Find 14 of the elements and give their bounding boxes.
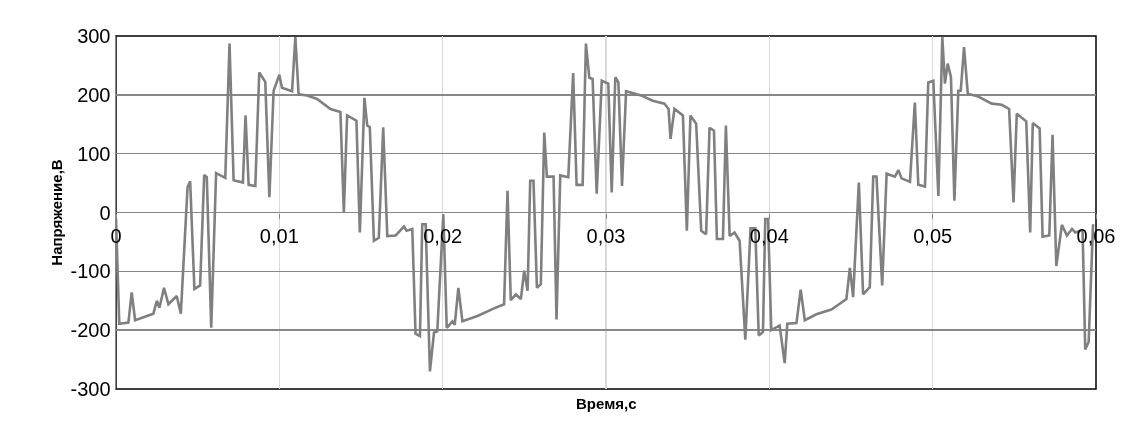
x-axis-title: Время,с <box>576 395 637 412</box>
x-tick-label: 0,05 <box>913 224 953 247</box>
y-tick-label: -200 <box>70 319 111 342</box>
y-tick-label: 300 <box>77 25 111 47</box>
y-tick-label: 100 <box>77 142 111 165</box>
y-axis-title: Напряжение,В <box>47 159 65 266</box>
y-tick-label: 0 <box>99 201 111 224</box>
y-tick-label: 200 <box>77 83 111 106</box>
y-tick-label: -100 <box>70 260 111 283</box>
x-tick-label: 0,01 <box>259 224 299 247</box>
x-tick-label: 0,04 <box>749 224 789 247</box>
x-tick-label: 0,02 <box>423 224 463 247</box>
x-tick-label: 0,03 <box>586 224 626 247</box>
y-tick-label: -300 <box>70 378 111 400</box>
